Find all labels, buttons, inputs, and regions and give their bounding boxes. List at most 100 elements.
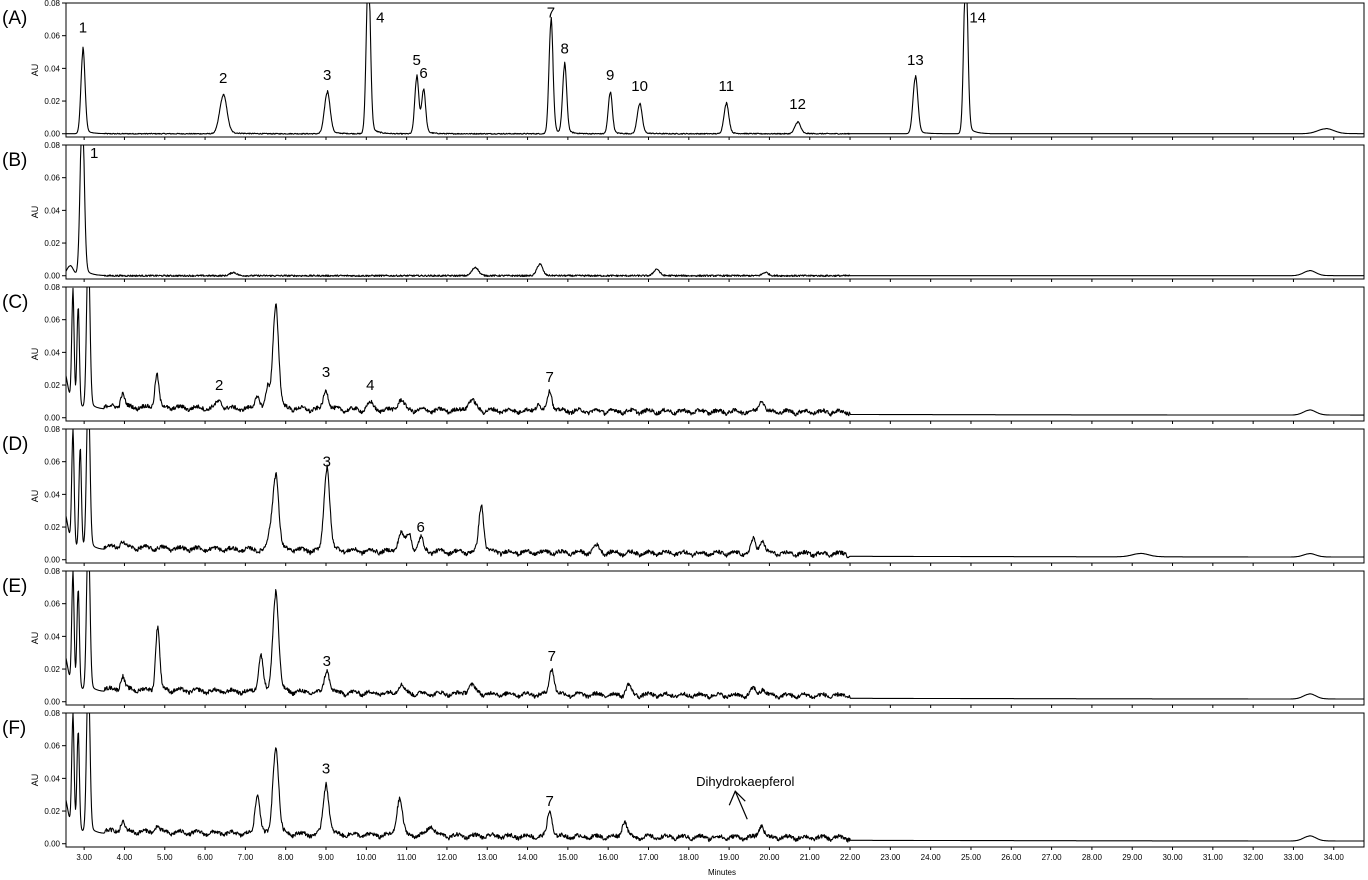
y-axis-label: AU [30,348,40,361]
panel-f: (F) AU 0.00 0.02 0.04 0.06 0.08 3.00 4.00 5.00 6.0… [2,709,1365,862]
panel-letter: (F) [2,718,26,739]
peak-label-4: 4 [366,377,374,394]
x-tick-label: 27.00 [1042,853,1063,862]
y-tick-label: 0.02 [44,523,60,532]
x-tick-label: 30.00 [1163,853,1184,862]
x-tick-label: 14.00 [518,853,539,862]
annotation-arrow-shaft [734,790,748,820]
peak-label-2: 2 [215,377,223,394]
y-tick-label: 0.06 [44,742,60,751]
y-tick-label: 0.08 [44,567,60,576]
panel-e: (E) AU 0.00 0.02 0.04 0.06 0.08 3 7 [2,567,1365,708]
x-tick-label: 11.00 [397,853,417,862]
x-tick-label: 6.00 [197,853,213,862]
y-tick-label: 0.02 [44,381,60,390]
panel-letter: (A) [2,8,27,29]
y-tick-label: 0.00 [44,414,60,423]
peak-label-6: 6 [419,65,427,82]
panel-letter: (D) [2,434,28,455]
panel-letter: (B) [2,150,27,171]
chromatogram-trace [65,286,1365,417]
x-tick-label: 4.00 [117,853,133,862]
x-tick-label: 19.00 [719,853,740,862]
y-tick-label: 0.02 [44,239,60,248]
chromatogram-trace [65,2,1365,135]
y-tick-label: 0.02 [44,807,60,816]
y-tick-label: 0.00 [44,840,60,849]
y-tick-label: 0.06 [44,600,60,609]
peak-label-8: 8 [560,41,568,58]
x-tick-label: 22.00 [840,853,861,862]
y-tick-label: 0.00 [44,130,60,139]
x-tick-label: 20.00 [759,853,780,862]
chromatogram-trace [65,712,1365,843]
peak-label-3: 3 [323,67,331,84]
peak-label-13: 13 [907,52,924,69]
y-tick-label: 0.08 [44,0,60,8]
x-tick-label: 12.00 [437,853,458,862]
peak-label-1: 1 [79,19,87,36]
panel-frame [65,712,1365,848]
annotation-arrowhead [728,790,746,806]
panel-b: (B) AU 0.00 0.02 0.04 0.06 0.08 1 [2,141,1365,282]
y-axis-label: AU [30,774,40,787]
x-tick-label: 8.00 [278,853,294,862]
x-tick-label: 21.00 [800,853,821,862]
y-axis-label: AU [30,632,40,645]
peak-label-3: 3 [323,454,331,471]
x-tick-label: 25.00 [961,853,982,862]
peak-label-10: 10 [631,78,648,95]
panel-d: (D) AU 0.00 0.02 0.04 0.06 0.08 3 6 [2,425,1365,566]
peak-label-3: 3 [323,653,331,670]
peak-label-1: 1 [90,145,98,162]
peak-label-9: 9 [606,67,614,84]
y-tick-label: 0.08 [44,425,60,434]
panel-frame [65,428,1365,564]
peak-label-11: 11 [718,78,734,95]
x-tick-label: 16.00 [598,853,619,862]
x-tick-label: 32.00 [1243,853,1264,862]
peak-label-7: 7 [546,793,554,810]
panel-c: (C) AU 0.00 0.02 0.04 0.06 0.08 2 3 4 7 [2,283,1365,424]
panel-frame [65,286,1365,422]
peak-label-12: 12 [789,96,806,113]
y-tick-label: 0.08 [44,141,60,150]
x-tick-label: 3.00 [76,853,92,862]
x-tick-label: 31.00 [1203,853,1224,862]
peak-label-2: 2 [219,70,227,87]
y-tick-label: 0.06 [44,32,60,41]
x-tick-label: 7.00 [238,853,254,862]
x-tick-label: 17.00 [638,853,659,862]
y-tick-label: 0.08 [44,283,60,292]
x-tick-label: 28.00 [1082,853,1103,862]
y-tick-label: 0.08 [44,709,60,718]
x-tick-label: 26.00 [1001,853,1022,862]
y-axis-label: AU [30,490,40,503]
y-tick-label: 0.02 [44,97,60,106]
x-tick-label: 18.00 [679,853,700,862]
y-tick-label: 0.04 [44,206,60,215]
peak-label-3: 3 [322,760,330,777]
x-tick-label: 34.00 [1324,853,1345,862]
y-tick-label: 0.00 [44,556,60,565]
x-tick-label: 24.00 [921,853,942,862]
x-tick-label: 15.00 [558,853,579,862]
x-tick-label: 23.00 [880,853,901,862]
y-tick-label: 0.04 [44,490,60,499]
peak-label-4: 4 [376,10,384,27]
peak-label-7: 7 [546,369,554,386]
panel-frame [65,2,1365,138]
y-tick-label: 0.00 [44,272,60,281]
chromatogram-trace [65,570,1365,700]
peak-label-6: 6 [417,519,425,536]
chromatogram-trace [65,144,1365,278]
peak-label-5: 5 [413,52,421,69]
y-tick-label: 0.04 [44,774,60,783]
panel-frame [65,570,1365,706]
x-tick-label: 9.00 [318,853,334,862]
y-tick-label: 0.06 [44,458,60,467]
y-tick-label: 0.06 [44,316,60,325]
peak-label-7: 7 [548,648,556,665]
